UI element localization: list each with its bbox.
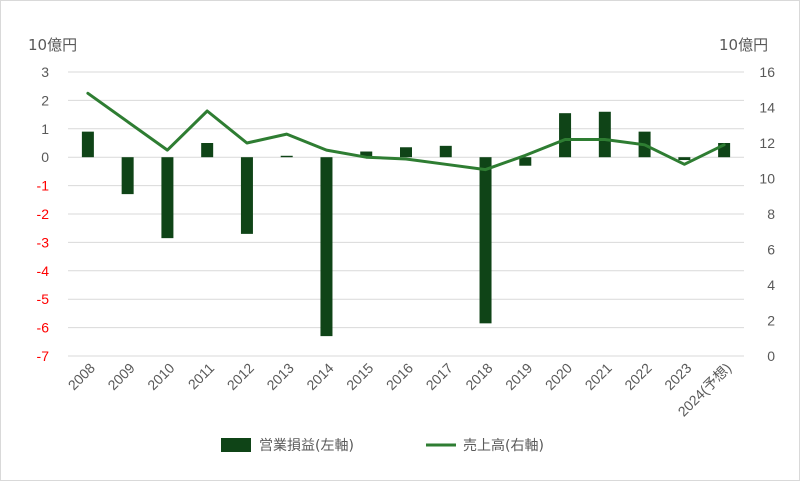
bar (400, 147, 412, 158)
right-tick-label: 10 (759, 171, 775, 187)
x-tick-label: 2012 (224, 360, 257, 393)
left-tick-label: -2 (37, 206, 50, 222)
left-tick-label: 3 (41, 64, 49, 80)
right-tick-label: 4 (767, 277, 775, 293)
legend-bar-label: 営業損益(左軸) (259, 438, 354, 454)
bar (479, 157, 492, 324)
x-tick-label: 2018 (462, 360, 495, 393)
bar (121, 157, 134, 195)
x-tick-label: 2023 (661, 360, 694, 393)
bar (201, 143, 214, 158)
x-tick-label: 2014 (303, 360, 336, 393)
left-axis-unit: 10億円 (28, 36, 77, 54)
x-axis-ticks: 2008 2009 2010 2011 2012 2013 2014 2015 2016 2017… (65, 360, 735, 420)
right-axis-ticks: 16 14 12 10 8 6 4 2 0 (759, 64, 775, 364)
left-tick-label: -5 (37, 291, 50, 307)
x-tick-label: 2011 (185, 360, 218, 393)
right-axis-unit: 10億円 (719, 36, 768, 54)
gridlines (68, 71, 744, 357)
x-tick-label: 2009 (104, 360, 137, 393)
right-tick-label: 8 (767, 206, 775, 222)
x-tick-label: 2022 (621, 360, 654, 393)
legend-bar-swatch (221, 438, 251, 452)
legend: 営業損益(左軸) 売上高(右軸) (221, 437, 544, 454)
left-tick-label: 2 (41, 92, 49, 108)
left-tick-label: -7 (37, 348, 50, 364)
right-tick-label: 14 (759, 100, 775, 116)
x-tick-label: 2020 (542, 360, 575, 393)
x-tick-label: 2008 (65, 360, 98, 393)
right-tick-label: 0 (767, 348, 775, 364)
left-tick-label: -1 (37, 178, 50, 194)
x-tick-label: 2017 (423, 360, 456, 393)
left-tick-label: 1 (41, 121, 49, 137)
bar (598, 111, 611, 158)
left-tick-label: -4 (37, 263, 50, 279)
left-tick-label: 0 (41, 149, 49, 165)
left-tick-label: -6 (37, 320, 50, 336)
bar (360, 151, 373, 158)
bar (280, 155, 293, 158)
x-tick-label: 2010 (144, 360, 177, 393)
right-tick-label: 12 (759, 135, 775, 151)
sales-line (86, 91, 726, 172)
legend-line-label: 売上高(右軸) (463, 437, 544, 454)
x-tick-label: 2013 (263, 360, 296, 393)
operating-profit-bars (81, 111, 731, 337)
bar (519, 157, 532, 166)
bar (320, 157, 333, 337)
x-tick-label: 2016 (383, 360, 416, 393)
x-tick-label: 2021 (582, 360, 615, 393)
left-tick-label: -3 (37, 234, 50, 250)
bar (559, 113, 572, 158)
x-tick-label: 2015 (343, 360, 376, 393)
bar (439, 145, 452, 158)
x-tick-label: 2019 (502, 360, 535, 393)
sales-line-layer (86, 91, 726, 172)
bar (240, 157, 253, 234)
bar (161, 157, 174, 239)
right-tick-label: 2 (767, 313, 775, 329)
left-axis-ticks: 3 2 1 0 -1 -2 -3 -4 -5 -6 -7 (37, 64, 50, 364)
bar (678, 157, 691, 161)
right-tick-label: 6 (767, 242, 775, 258)
bar (81, 131, 94, 158)
right-tick-label: 16 (759, 64, 775, 80)
